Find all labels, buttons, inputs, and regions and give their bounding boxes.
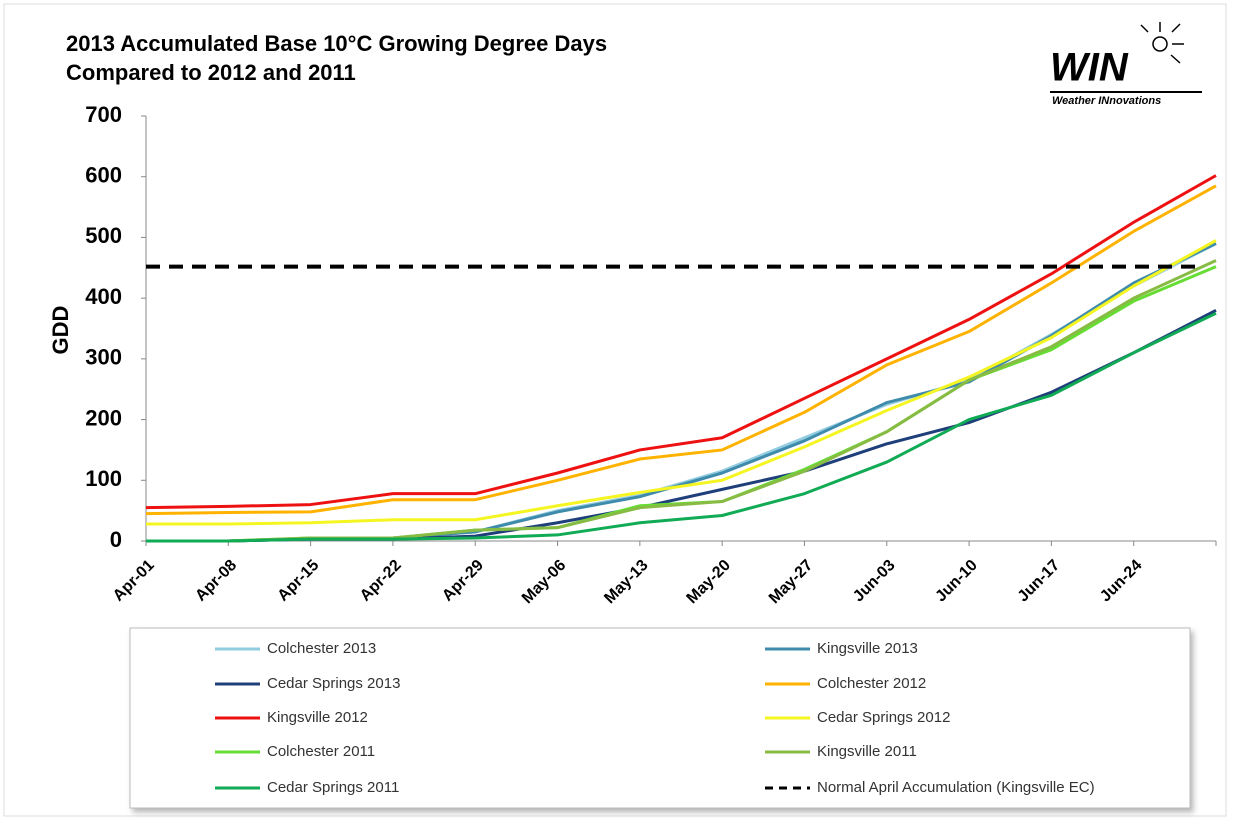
series-line xyxy=(146,311,1217,543)
legend-label: Cedar Springs 2013 xyxy=(267,675,400,692)
legend-label: Cedar Springs 2012 xyxy=(817,709,950,726)
legend xyxy=(129,627,1191,809)
legend-label: Kingsville 2012 xyxy=(267,709,368,726)
y-tick-label: 100 xyxy=(85,466,122,491)
chart-title: Compared to 2012 and 2011 xyxy=(66,60,356,85)
legend-label: Colchester 2012 xyxy=(817,675,926,692)
y-tick-label: 0 xyxy=(110,527,122,552)
legend-label: Kingsville 2013 xyxy=(817,640,918,657)
legend-label: Kingsville 2011 xyxy=(817,743,917,760)
y-tick-label: 200 xyxy=(85,405,122,430)
legend-label: Normal April Accumulation (Kingsville EC… xyxy=(817,779,1095,796)
y-axis-label: GDD xyxy=(48,306,73,355)
logo-text: Weather INnovations xyxy=(1052,95,1161,107)
legend-label: Colchester 2013 xyxy=(267,640,376,657)
y-tick-label: 600 xyxy=(85,163,122,188)
y-tick-label: 400 xyxy=(85,284,122,309)
series-line xyxy=(145,184,1217,516)
legend-label: Cedar Springs 2011 xyxy=(267,779,399,796)
logo: WIN Weather INnovations xyxy=(1050,22,1202,107)
y-tick-label: 700 xyxy=(85,102,122,127)
y-tick-label: 300 xyxy=(85,345,122,370)
legend-label: Colchester 2011 xyxy=(267,743,375,760)
logo-mark: WIN xyxy=(1050,46,1129,90)
y-tick-label: 500 xyxy=(85,223,122,248)
logo-sun xyxy=(1140,22,1184,64)
chart-title: 2013 Accumulated Base 10°C Growing Degre… xyxy=(66,31,607,56)
series-line xyxy=(146,239,1217,526)
series-line xyxy=(145,174,1217,510)
